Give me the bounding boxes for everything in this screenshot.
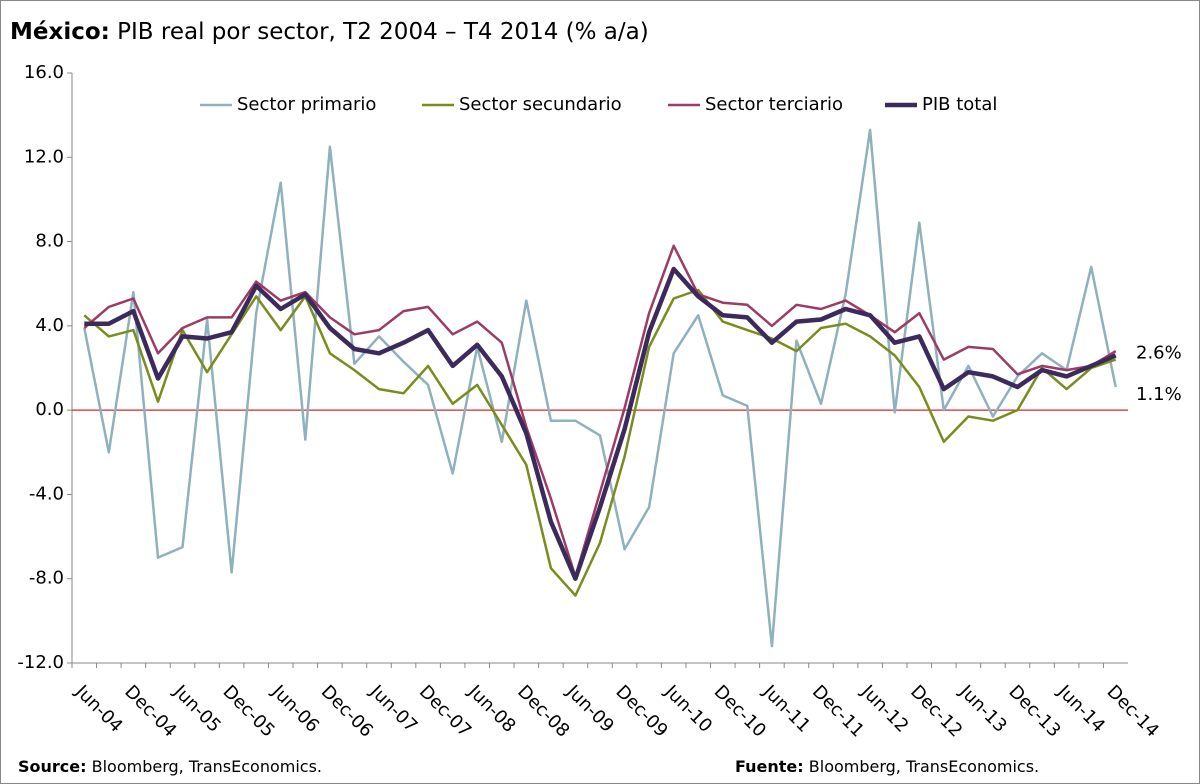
y-tick-label: -8.0 <box>29 568 64 589</box>
y-tick-label: 4.0 <box>35 315 64 336</box>
legend-label: PIB total <box>922 94 997 115</box>
legend-label: Sector secundario <box>459 94 622 115</box>
legend-label: Sector primario <box>237 94 376 115</box>
y-tick-label: 12.0 <box>24 146 64 167</box>
series-line <box>83 244 1117 578</box>
fuente: Fuente: Bloomberg, TransEconomics. <box>735 757 1039 776</box>
fuente-label: Fuente: <box>735 757 804 776</box>
y-tick-label: 16.0 <box>24 62 64 83</box>
source: Source: Bloomberg, TransEconomics. <box>18 757 322 776</box>
y-tick-label: 0.0 <box>35 399 64 420</box>
source-text: Bloomberg, TransEconomics. <box>92 757 322 776</box>
annotation: 2.6% <box>1136 342 1182 363</box>
y-tick-label: -4.0 <box>29 483 64 504</box>
annotation: 1.1% <box>1136 384 1182 405</box>
series-line <box>84 266 1117 581</box>
source-label: Source: <box>18 757 87 776</box>
y-tick-label: -12.0 <box>17 652 64 673</box>
legend-label: Sector terciario <box>705 94 843 115</box>
fuente-text: Bloomberg, TransEconomics. <box>809 757 1039 776</box>
y-tick-label: 8.0 <box>35 231 64 252</box>
title-text: PIB real por sector, T2 2004 – T4 2014 (… <box>117 19 649 45</box>
chart-title: México: PIB real por sector, T2 2004 – T… <box>10 19 649 45</box>
series-line <box>83 288 1117 597</box>
series-line <box>83 128 1117 648</box>
title-prefix: México: <box>10 19 110 45</box>
